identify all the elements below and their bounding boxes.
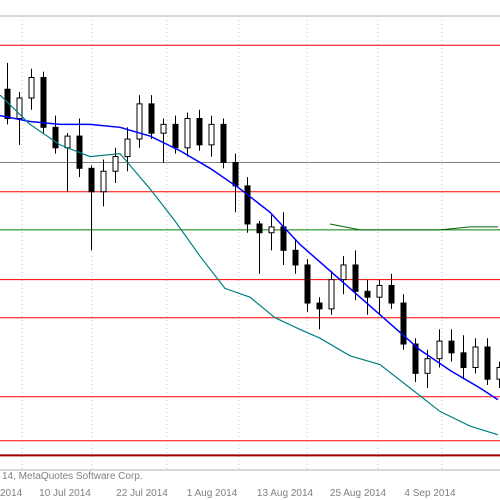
- svg-text:22 Jul 2014: 22 Jul 2014: [116, 488, 168, 499]
- svg-text:2014: 2014: [0, 488, 23, 499]
- copyright-footer: 14, MetaQuotes Software Corp.: [2, 471, 143, 482]
- chart-svg: 2014 10 Jul 2014 22 Jul 2014 1 Aug 2014 13 A…: [0, 0, 500, 500]
- svg-text:4 Sep 2014: 4 Sep 2014: [404, 488, 456, 499]
- svg-text:13 Aug 2014: 13 Aug 2014: [257, 488, 314, 499]
- svg-text:25 Aug 2014: 25 Aug 2014: [330, 488, 387, 499]
- svg-text:1 Aug 2014: 1 Aug 2014: [187, 488, 238, 499]
- candlestick-chart: 2.26 90.73 91.53 201410 Jul 201422 Jul 2…: [0, 0, 500, 500]
- svg-text:10 Jul 2014: 10 Jul 2014: [39, 488, 91, 499]
